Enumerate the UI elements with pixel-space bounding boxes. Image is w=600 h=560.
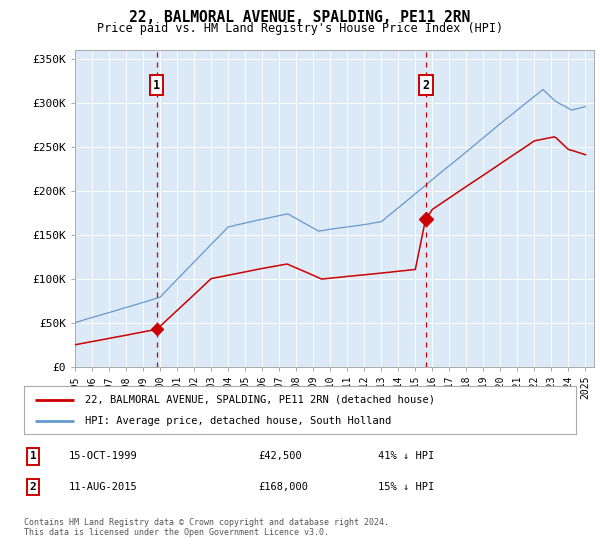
Text: 15% ↓ HPI: 15% ↓ HPI	[378, 482, 434, 492]
Text: £42,500: £42,500	[258, 451, 302, 461]
Text: 2: 2	[422, 79, 430, 92]
Text: 1: 1	[153, 79, 160, 92]
Text: 2: 2	[29, 482, 37, 492]
Text: 15-OCT-1999: 15-OCT-1999	[69, 451, 138, 461]
Text: £168,000: £168,000	[258, 482, 308, 492]
Text: 22, BALMORAL AVENUE, SPALDING, PE11 2RN (detached house): 22, BALMORAL AVENUE, SPALDING, PE11 2RN …	[85, 395, 435, 405]
Text: 1: 1	[29, 451, 37, 461]
Text: 22, BALMORAL AVENUE, SPALDING, PE11 2RN: 22, BALMORAL AVENUE, SPALDING, PE11 2RN	[130, 10, 470, 25]
Text: Price paid vs. HM Land Registry's House Price Index (HPI): Price paid vs. HM Land Registry's House …	[97, 22, 503, 35]
Text: Contains HM Land Registry data © Crown copyright and database right 2024.
This d: Contains HM Land Registry data © Crown c…	[24, 518, 389, 538]
Text: HPI: Average price, detached house, South Holland: HPI: Average price, detached house, Sout…	[85, 416, 391, 426]
Text: 11-AUG-2015: 11-AUG-2015	[69, 482, 138, 492]
Text: 41% ↓ HPI: 41% ↓ HPI	[378, 451, 434, 461]
